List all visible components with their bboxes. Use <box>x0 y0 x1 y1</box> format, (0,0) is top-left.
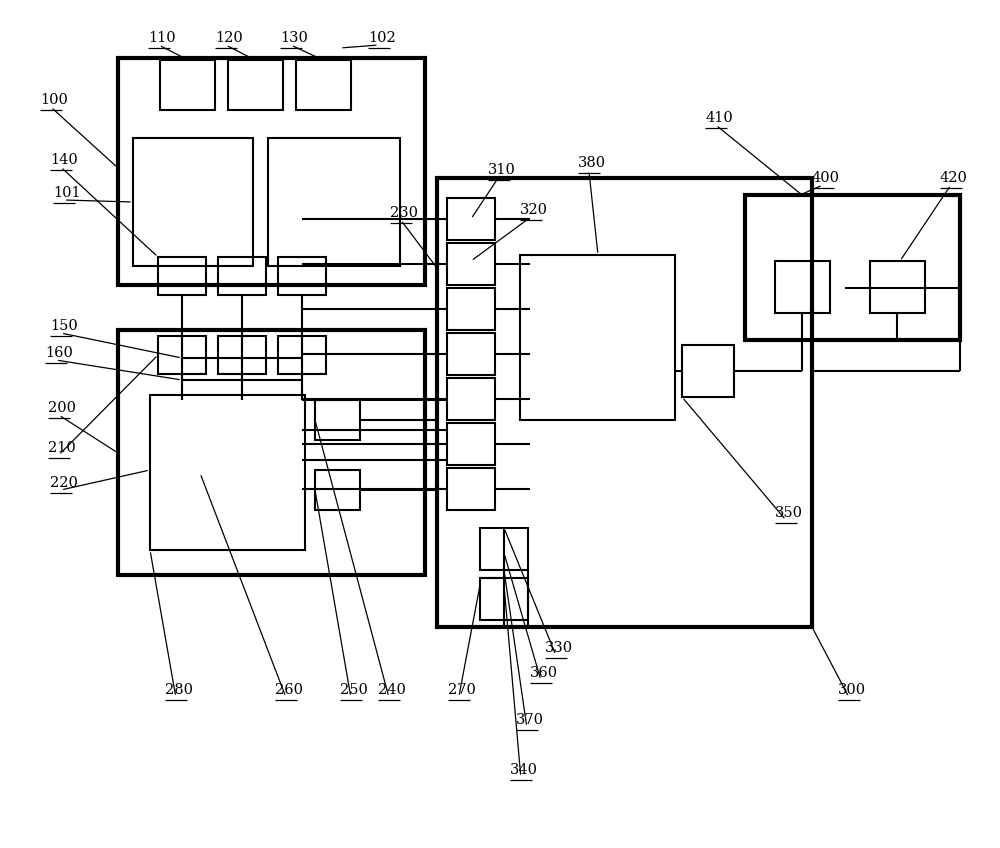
Text: 360: 360 <box>530 666 558 680</box>
Bar <box>268 138 400 266</box>
Bar <box>745 195 960 340</box>
Bar <box>775 261 830 313</box>
Bar <box>315 470 360 510</box>
Bar <box>447 468 495 510</box>
Text: 101: 101 <box>53 186 81 200</box>
Text: 250: 250 <box>340 683 368 697</box>
Bar <box>118 58 425 285</box>
Text: 300: 300 <box>838 683 866 697</box>
Bar <box>870 261 925 313</box>
Text: 340: 340 <box>510 763 538 777</box>
Bar <box>278 336 326 374</box>
Bar <box>447 423 495 465</box>
Bar <box>682 345 734 397</box>
Bar <box>447 243 495 285</box>
Text: 230: 230 <box>390 206 418 220</box>
Bar <box>447 378 495 420</box>
Text: 240: 240 <box>378 683 406 697</box>
Bar <box>150 395 305 550</box>
Text: 310: 310 <box>488 163 516 177</box>
Bar <box>160 60 215 110</box>
Bar <box>447 288 495 330</box>
Text: 130: 130 <box>280 31 308 45</box>
Text: 102: 102 <box>368 31 396 45</box>
Bar <box>447 198 495 240</box>
Text: 320: 320 <box>520 203 548 217</box>
Bar <box>133 138 253 266</box>
Text: 160: 160 <box>45 346 73 360</box>
Text: 200: 200 <box>48 401 76 415</box>
Text: 150: 150 <box>50 319 78 333</box>
Text: 100: 100 <box>40 93 68 107</box>
Text: 400: 400 <box>812 171 840 185</box>
Text: 420: 420 <box>940 171 968 185</box>
Text: 260: 260 <box>275 683 303 697</box>
Bar <box>437 178 812 627</box>
Bar <box>296 60 351 110</box>
Bar <box>118 330 425 575</box>
Bar <box>315 400 360 440</box>
Text: 110: 110 <box>148 31 176 45</box>
Bar <box>480 578 528 620</box>
Text: 350: 350 <box>775 506 803 520</box>
Bar <box>480 528 528 570</box>
Bar <box>228 60 283 110</box>
Text: 270: 270 <box>448 683 476 697</box>
Text: 120: 120 <box>215 31 243 45</box>
Bar <box>218 257 266 295</box>
Text: 280: 280 <box>165 683 193 697</box>
Bar <box>158 336 206 374</box>
Text: 210: 210 <box>48 441 76 455</box>
Text: 220: 220 <box>50 476 78 490</box>
Text: 370: 370 <box>516 713 544 727</box>
Text: 410: 410 <box>705 111 733 125</box>
Text: 380: 380 <box>578 156 606 170</box>
Text: 140: 140 <box>50 153 78 167</box>
Bar <box>218 336 266 374</box>
Bar <box>520 255 675 420</box>
Bar <box>447 333 495 375</box>
Text: 330: 330 <box>545 641 573 655</box>
Bar <box>158 257 206 295</box>
Bar <box>278 257 326 295</box>
